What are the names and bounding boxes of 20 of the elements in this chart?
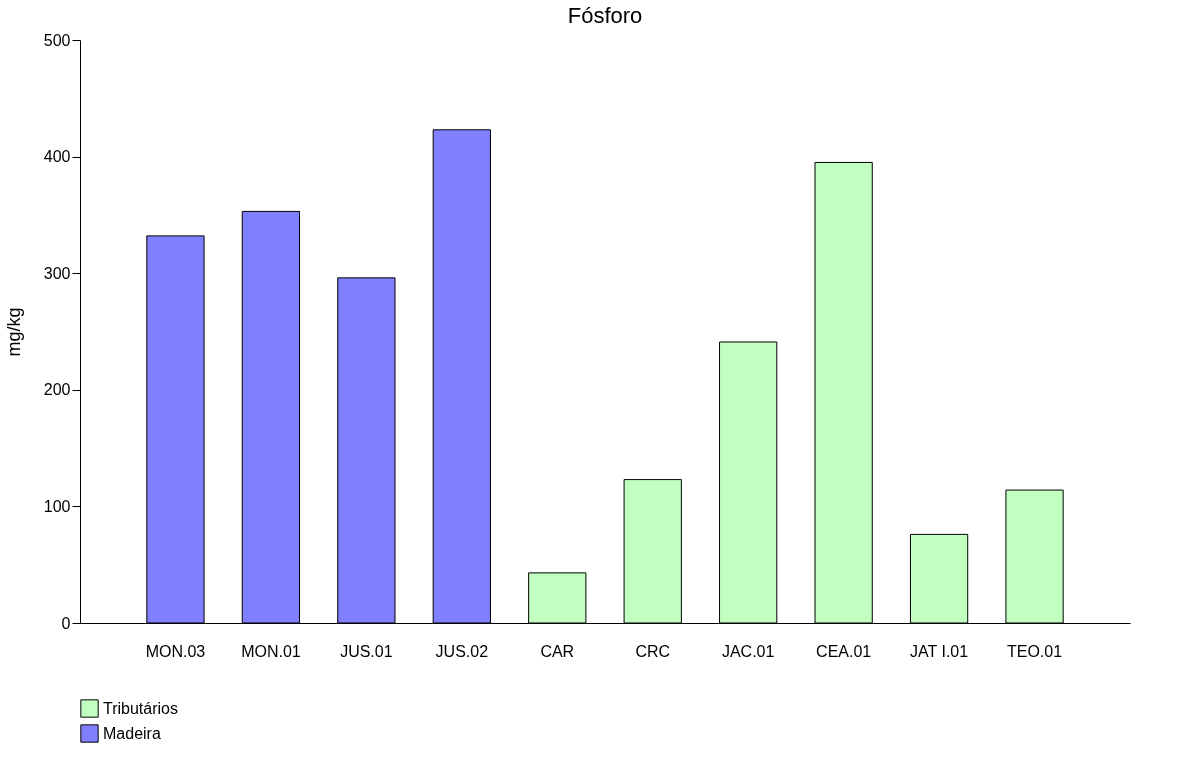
y-tick-label: 400 [43,148,71,166]
y-tick-label: 0 [61,614,71,632]
chart-title: Fósforo [567,3,643,28]
y-axis-title: mg/kg [3,307,24,357]
y-tick-label: 100 [43,497,71,515]
legend-label: Madeira [103,724,161,742]
legend-label: Tributários [103,699,178,717]
x-tick-label: JUS.01 [340,642,393,660]
x-tick-label: JUS.02 [435,642,489,660]
x-tick-label: CAR [540,642,575,660]
x-tick-label: MON.01 [241,642,301,660]
x-tick-label: JAC.01 [721,642,775,660]
y-tick-label: 500 [43,31,71,49]
x-tick-label: TEO.01 [1006,642,1063,660]
x-tick-label: JAT I.01 [910,642,969,660]
x-tick-label: CRC [635,642,671,660]
y-tick-label: 300 [43,264,71,282]
x-tick-label: CEA.01 [816,642,872,660]
x-tick-label: MON.03 [145,642,206,660]
y-tick-label: 200 [43,381,71,399]
